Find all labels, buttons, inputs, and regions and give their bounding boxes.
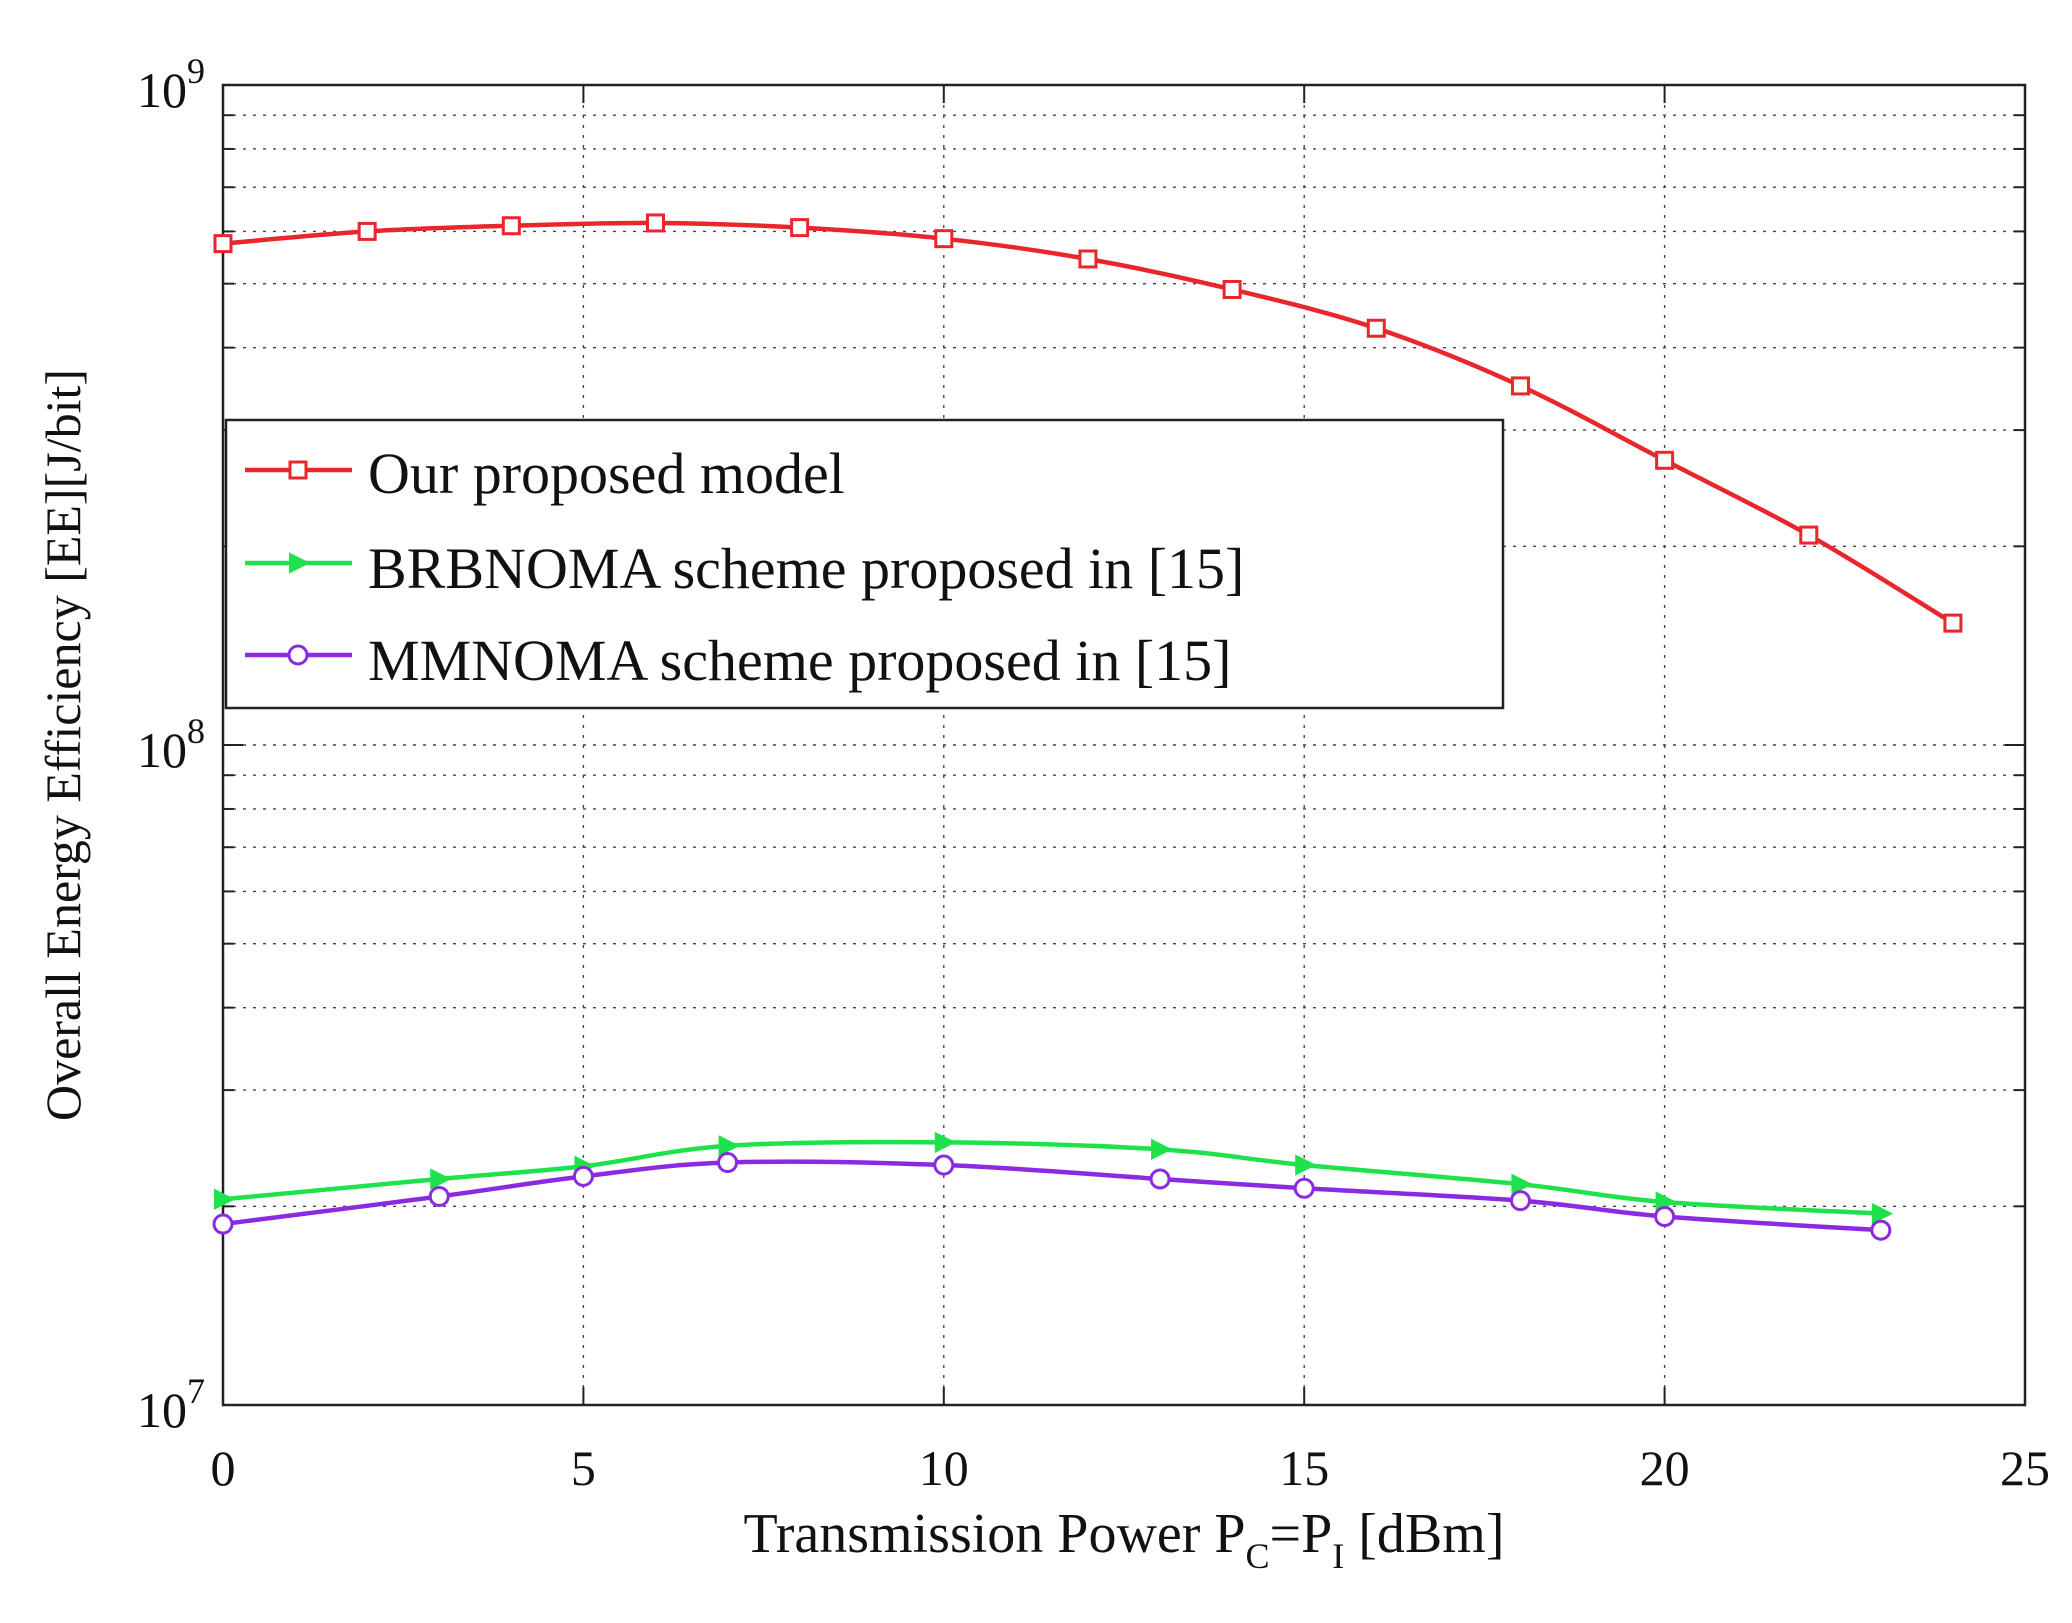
data-point-1 [1366,318,1386,338]
legend-marker-3 [287,644,309,666]
data-point-1 [1510,376,1530,396]
x-tick-labels: 0 5 10 15 20 25 [211,1440,2051,1496]
y-axis-label: Overall Energy Efficiency [EE][J/bit] [35,369,91,1121]
y-tick-labels: 107 108 109 [137,51,205,1438]
legend-label-proposed: Our proposed model [368,441,845,506]
legend-label-mmnoma: MMNOMA scheme proposed in [15] [368,628,1231,693]
data-point-2 [214,1188,236,1210]
x-tick-label: 5 [571,1440,596,1496]
data-point-1 [1943,613,1963,633]
data-point-1 [1078,249,1098,269]
y-tick-label: 108 [137,711,205,778]
data-point-1 [645,213,665,233]
x-tick-label: 10 [919,1440,969,1496]
series-2 [214,1131,1894,1225]
y-tick-label: 107 [137,1371,205,1438]
x-axis-label-prefix: Transmission Power P [744,1503,1246,1565]
legend: Our proposed model BRBNOMA scheme propos… [224,418,1505,710]
y-tick-label: 109 [137,51,205,118]
x-axis-label-suffix: [dBm] [1344,1503,1504,1565]
data-point-3 [1654,1206,1676,1228]
x-tick-label: 15 [1279,1440,1329,1496]
x-axis-label-sub-i: I [1332,1536,1344,1576]
data-point-3 [1509,1190,1531,1212]
data-point-2 [430,1168,452,1190]
data-point-2 [1871,1202,1894,1225]
x-axis-label-mid: =P [1270,1503,1333,1565]
legend-marker-2 [289,552,311,574]
series-line-2 [220,1139,1884,1216]
series-1 [213,213,1963,633]
data-point-1 [213,234,233,254]
legend-marker-1 [288,460,308,480]
x-tick-label: 25 [2000,1440,2050,1496]
data-point-2 [718,1135,740,1157]
data-point-3 [1149,1168,1171,1190]
data-point-1 [1222,279,1242,299]
data-point-1 [1655,450,1675,470]
series-3 [212,1152,1892,1241]
x-tick-label: 20 [1640,1440,1690,1496]
data-point-3 [1293,1177,1315,1199]
data-point-3 [572,1165,594,1187]
legend-label-brbnoma: BRBNOMA scheme proposed in [15] [368,536,1244,601]
series-lines [212,213,1963,1241]
legend-box [224,418,1505,710]
data-point-1 [357,221,377,241]
data-point-2 [1295,1154,1317,1176]
x-axis-label-sub-c: C [1246,1536,1270,1576]
data-point-1 [501,216,521,236]
data-point-2 [934,1131,957,1153]
x-tick-label: 0 [211,1440,236,1496]
data-point-3 [1870,1219,1892,1241]
data-point-3 [212,1213,234,1235]
data-point-1 [1799,525,1819,545]
x-axis-label: Transmission Power PC=PI [dBm] [744,1503,1505,1576]
data-point-3 [933,1154,955,1176]
data-point-2 [1151,1138,1173,1160]
data-point-1 [934,229,954,249]
data-point-2 [1511,1173,1533,1195]
data-point-1 [790,218,810,238]
series-line-3 [220,1159,1884,1233]
data-point-3 [428,1185,450,1207]
axes-frame [221,83,2027,1407]
legend-markers [245,460,352,666]
data-point-3 [717,1152,739,1174]
